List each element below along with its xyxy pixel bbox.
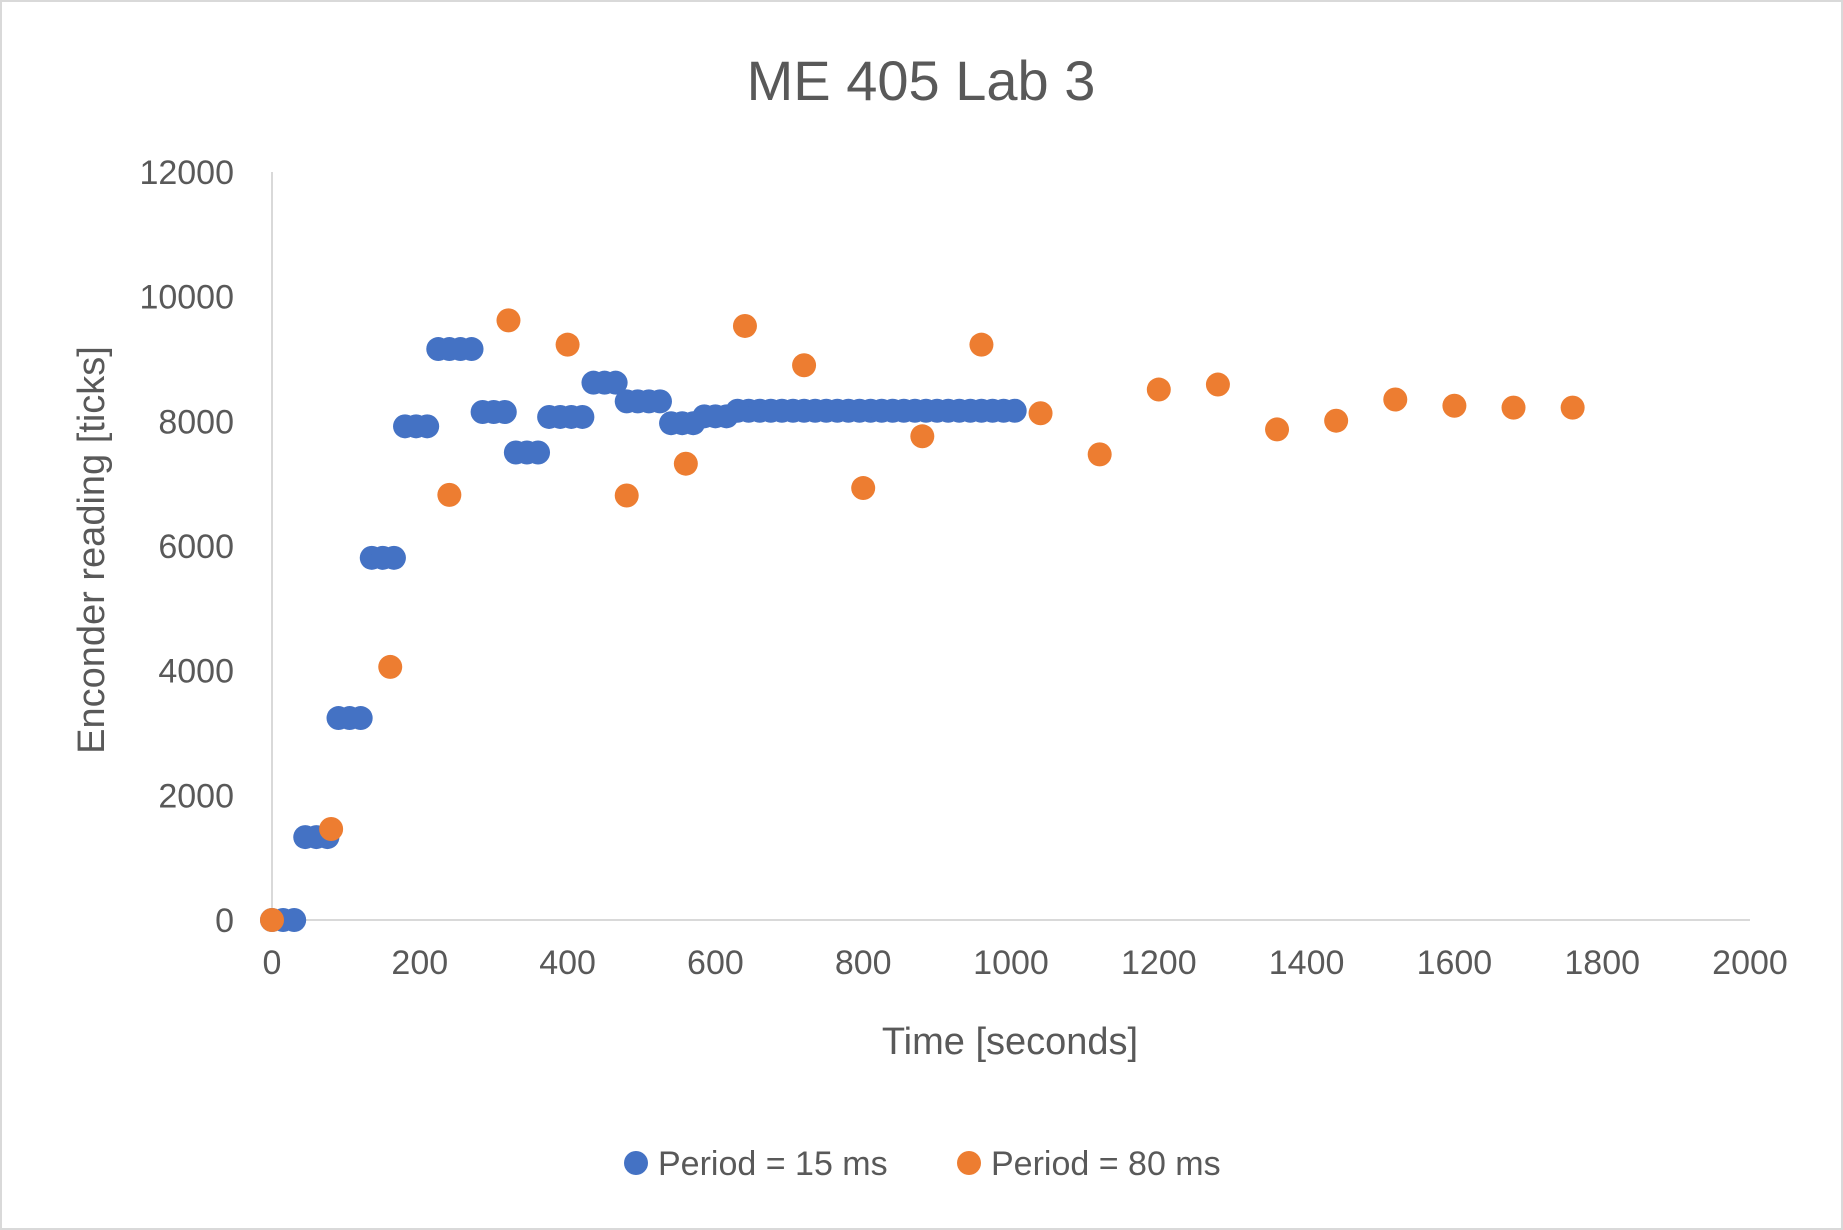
data-point	[1002, 398, 1027, 423]
data-point	[459, 337, 484, 362]
x-tick-label: 1600	[1417, 944, 1493, 982]
data-point	[437, 482, 462, 507]
data-point	[555, 332, 580, 357]
x-tick-label: 1400	[1269, 944, 1345, 982]
x-tick-label: 800	[835, 944, 892, 982]
y-tick-label: 12000	[139, 154, 234, 192]
data-point	[378, 654, 403, 679]
legend: Period = 15 ms Period = 80 ms	[624, 1145, 1221, 1183]
data-point	[282, 908, 307, 932]
y-tick-label: 0	[215, 902, 234, 940]
data-point	[673, 451, 698, 476]
x-axis-ticks: 0 200 400 600 800 1000 1200 1400 1600 1800 2000	[263, 944, 1788, 982]
data-point	[415, 414, 440, 439]
data-point	[1087, 442, 1112, 467]
y-tick-label: 2000	[158, 777, 234, 815]
data-point	[1205, 372, 1230, 397]
data-point	[1324, 408, 1349, 433]
data-point	[570, 404, 595, 429]
data-point	[348, 706, 373, 731]
legend-marker	[624, 1151, 648, 1175]
chart-title: ME 405 Lab 3	[747, 49, 1096, 112]
data-points	[260, 308, 1585, 932]
data-point	[851, 476, 876, 501]
legend-item-2: Period = 80 ms	[957, 1145, 1221, 1183]
data-point	[792, 353, 817, 378]
y-axis-title: Enconder reading [ticks]	[71, 346, 113, 754]
x-tick-label: 600	[687, 944, 744, 982]
data-point	[603, 370, 628, 395]
x-tick-label: 1000	[973, 944, 1049, 982]
x-tick-label: 200	[391, 944, 448, 982]
data-point	[496, 308, 521, 333]
data-point	[1442, 393, 1467, 418]
data-point	[260, 908, 284, 932]
series-2-points	[260, 308, 1585, 932]
legend-label: Period = 15 ms	[658, 1145, 888, 1183]
data-point	[1383, 387, 1408, 412]
legend-marker	[957, 1151, 981, 1175]
data-point	[319, 816, 344, 841]
y-tick-label: 6000	[158, 528, 234, 566]
y-tick-label: 4000	[158, 653, 234, 691]
axes	[271, 172, 1750, 921]
data-point	[1028, 401, 1053, 426]
data-point	[526, 440, 551, 465]
data-point	[1560, 395, 1585, 420]
x-tick-label: 1200	[1121, 944, 1197, 982]
data-point	[969, 332, 994, 357]
legend-item-1: Period = 15 ms	[624, 1145, 888, 1183]
data-point	[614, 483, 639, 508]
data-point	[1146, 377, 1171, 402]
x-tick-label: 400	[539, 944, 596, 982]
data-point	[1265, 417, 1290, 442]
data-point	[732, 313, 757, 338]
data-point	[1501, 395, 1526, 420]
data-point	[381, 545, 406, 570]
legend-label: Period = 80 ms	[991, 1145, 1221, 1183]
x-tick-label: 2000	[1712, 944, 1788, 982]
data-point	[647, 389, 672, 414]
y-tick-label: 8000	[158, 403, 234, 441]
y-axis-ticks: 0 2000 4000 6000 8000 10000 12000	[139, 154, 234, 940]
data-point	[492, 399, 517, 424]
x-tick-label: 1800	[1564, 944, 1640, 982]
y-tick-label: 10000	[139, 279, 234, 317]
series-1-points	[260, 337, 1027, 932]
x-tick-label: 0	[263, 944, 282, 982]
x-axis-title: Time [seconds]	[882, 1021, 1138, 1063]
data-point	[910, 424, 935, 449]
